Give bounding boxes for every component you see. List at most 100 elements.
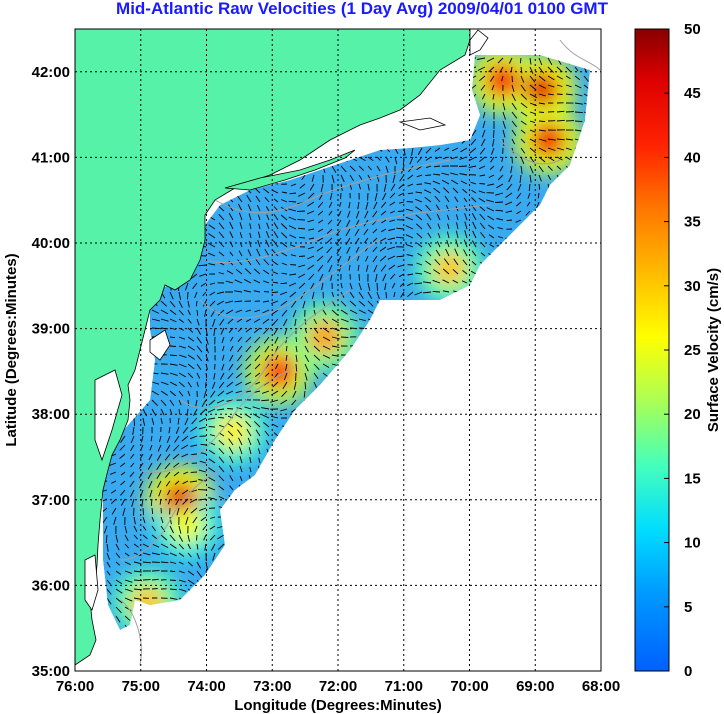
velocity-arrow: [115, 579, 123, 585]
velocity-arrow: [488, 66, 495, 73]
velocity-arrow: [394, 147, 399, 155]
velocity-arrow: [405, 225, 414, 230]
colorbar-tick-labels: 0 5 10 15 20 25 30 35 40 45 50: [664, 21, 701, 680]
velocity-arrow: [295, 354, 298, 362]
velocity-arrow: [196, 327, 201, 335]
velocity-arrow: [340, 309, 348, 315]
velocity-arrow: [133, 525, 138, 533]
velocity-arrow: [263, 188, 270, 194]
velocity-arrow: [181, 435, 189, 442]
velocity-arrow: [456, 222, 459, 230]
velocity-arrow: [372, 210, 378, 218]
velocity-arrow: [178, 363, 187, 368]
velocity-arrow: [565, 84, 572, 88]
velocity-arrow: [160, 399, 167, 407]
velocity-arrow: [253, 327, 261, 334]
velocity-arrow: [237, 203, 243, 212]
velocity-arrow: [113, 516, 117, 525]
velocity-arrow: [263, 422, 270, 428]
velocity-arrow: [270, 415, 279, 419]
velocity-arrow: [407, 183, 414, 187]
velocity-arrow: [516, 210, 522, 215]
velocity-arrow: [416, 242, 423, 248]
velocity-arrow: [502, 138, 505, 146]
velocity-arrow: [288, 216, 297, 221]
velocity-arrow: [227, 372, 234, 380]
x-tick-label: 70:00: [450, 678, 488, 695]
velocity-arrow: [316, 246, 324, 252]
velocity-arrow: [304, 345, 309, 353]
velocity-arrow: [376, 156, 381, 161]
velocity-arrow: [133, 597, 142, 600]
velocity-arrow: [142, 525, 147, 531]
velocity-arrow: [115, 588, 123, 594]
velocity-arrow: [181, 453, 189, 458]
velocity-arrow: [256, 438, 261, 446]
velocity-arrow: [538, 75, 546, 82]
velocity-arrow: [218, 439, 225, 446]
velocity-arrow: [151, 507, 154, 515]
velocity-arrow: [537, 192, 540, 199]
colorbar-tick-label: 5: [684, 599, 692, 616]
velocity-arrow: [556, 138, 565, 141]
velocity-arrow: [198, 498, 207, 501]
velocity-arrow: [436, 213, 441, 221]
velocity-arrow: [218, 222, 225, 230]
velocity-arrow: [106, 579, 112, 585]
velocity-arrow: [120, 480, 126, 486]
velocity-arrow: [151, 578, 159, 581]
velocity-arrow: [194, 291, 198, 299]
colorbar-tick-label: 30: [684, 278, 701, 295]
velocity-arrow: [283, 318, 288, 327]
velocity-arrow: [221, 363, 225, 371]
velocity-arrow: [497, 57, 504, 64]
velocity-arrow: [199, 273, 207, 277]
velocity-arrow: [313, 372, 319, 380]
velocity-arrow: [273, 214, 279, 221]
velocity-arrow: [488, 234, 495, 239]
velocity-arrow: [322, 354, 331, 359]
velocity-arrow: [169, 390, 176, 397]
velocity-arrow: [311, 291, 315, 300]
velocity-arrow: [383, 183, 387, 192]
velocity-arrow: [265, 206, 270, 212]
velocity-arrow: [160, 525, 166, 533]
velocity-arrow: [173, 462, 180, 468]
y-tick-label: 41:00: [32, 149, 70, 166]
velocity-arrow: [203, 390, 207, 399]
velocity-arrow: [298, 273, 306, 278]
velocity-arrow: [389, 273, 396, 280]
x-tick-label: 76:00: [56, 678, 94, 695]
velocity-arrow: [237, 345, 243, 352]
y-tick-label: 39:00: [32, 321, 70, 338]
velocity-arrow: [229, 345, 234, 352]
velocity-arrow: [264, 372, 270, 377]
velocity-arrow: [254, 372, 261, 377]
velocity-arrow: [133, 417, 136, 426]
velocity-arrow: [311, 174, 315, 182]
velocity-arrow: [169, 399, 175, 406]
velocity-arrow: [110, 471, 117, 475]
velocity-arrow: [273, 230, 279, 239]
velocity-arrow: [196, 372, 201, 379]
velocity-arrow: [574, 129, 582, 132]
x-tick-label: 72:00: [319, 678, 357, 695]
velocity-arrow: [141, 498, 144, 507]
velocity-arrow: [254, 309, 261, 313]
velocity-arrow: [529, 111, 537, 115]
velocity-arrow: [365, 255, 369, 262]
velocity-arrow: [495, 209, 504, 212]
velocity-arrow: [451, 147, 459, 152]
velocity-arrow: [205, 354, 209, 362]
velocity-arrow: [183, 507, 189, 516]
velocity-arrow: [441, 179, 450, 185]
velocity-arrow: [372, 237, 378, 243]
velocity-arrow: [209, 291, 216, 296]
velocity-arrow: [529, 147, 537, 154]
velocity-arrow: [574, 84, 582, 89]
velocity-arrow: [262, 300, 270, 303]
velocity-arrow: [372, 255, 378, 263]
velocity-arrow: [326, 246, 333, 254]
velocity-arrow: [225, 300, 234, 304]
velocity-arrow: [209, 282, 216, 285]
